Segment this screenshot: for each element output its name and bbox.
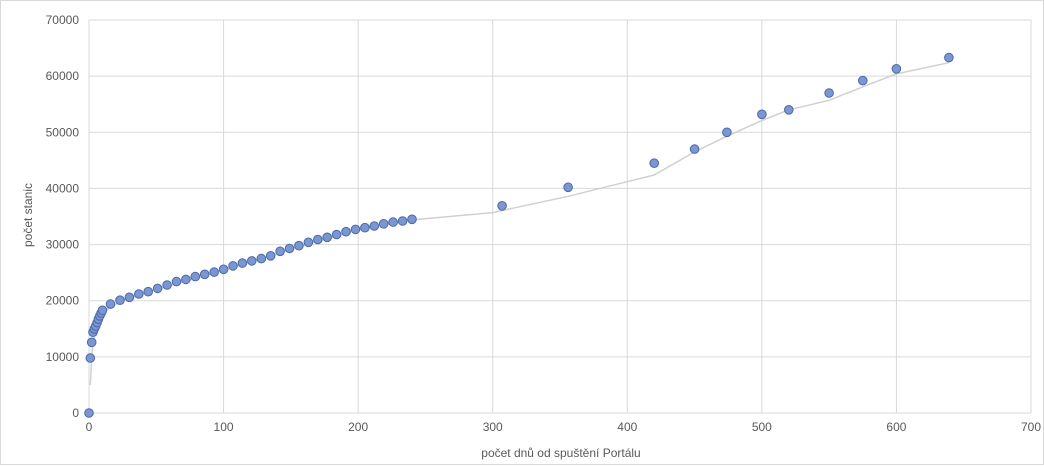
data-point	[228, 261, 238, 271]
data-point	[397, 216, 408, 226]
data-point	[85, 353, 96, 363]
data-point	[256, 253, 267, 264]
data-point	[388, 217, 398, 227]
y-tick-label: 0	[72, 406, 79, 420]
data-point	[143, 286, 153, 297]
data-point	[757, 109, 767, 120]
data-point	[322, 232, 333, 243]
data-points	[84, 52, 954, 418]
data-point	[247, 256, 257, 266]
x-tick-label: 500	[752, 420, 772, 434]
x-tick-label: 600	[886, 420, 906, 434]
data-point	[303, 237, 314, 248]
data-point	[105, 299, 116, 309]
x-axis-title: počet dnů od spuštění Portálu	[481, 446, 640, 460]
data-point	[162, 280, 172, 290]
grid-lines	[88, 19, 1032, 414]
x-tick-label: 100	[214, 420, 234, 434]
data-point	[199, 269, 210, 280]
data-point	[689, 144, 700, 154]
data-point	[275, 246, 285, 257]
data-point	[722, 127, 732, 138]
data-point	[369, 221, 380, 231]
data-point	[218, 264, 229, 275]
y-tick-label: 20000	[46, 294, 80, 308]
data-point	[237, 258, 248, 268]
data-point	[171, 276, 182, 287]
data-point	[265, 251, 276, 261]
data-point	[350, 224, 361, 235]
data-point	[115, 295, 125, 306]
trendline	[89, 61, 950, 385]
tick-labels: 0 10000 20000 30000 40000 50000 60000 70000 0 100…	[46, 13, 1042, 434]
data-point	[341, 226, 351, 237]
data-point	[124, 292, 135, 303]
x-tick-label: 700	[1021, 420, 1041, 434]
x-tick-label: 300	[483, 420, 503, 434]
data-point	[190, 271, 201, 282]
data-point	[97, 305, 108, 316]
y-tick-label: 40000	[46, 181, 80, 195]
data-point	[944, 52, 954, 63]
y-tick-label: 70000	[46, 13, 80, 27]
y-tick-label: 10000	[46, 350, 80, 364]
y-axis-title: počet stanic	[21, 183, 35, 247]
data-point	[294, 240, 304, 251]
data-point	[84, 408, 94, 418]
data-point	[181, 274, 191, 285]
data-point	[86, 337, 97, 348]
y-tick-label: 50000	[46, 125, 80, 139]
data-point	[360, 222, 370, 233]
data-point	[784, 105, 794, 115]
data-point	[649, 158, 660, 168]
data-point	[331, 229, 342, 240]
trendline-layer	[89, 61, 950, 385]
x-tick-label: 0	[86, 420, 93, 434]
data-point	[134, 289, 144, 299]
data-point	[824, 88, 834, 98]
data-point	[313, 234, 323, 245]
data-point	[152, 283, 163, 294]
data-point	[858, 75, 868, 86]
data-point	[209, 267, 219, 277]
data-point	[284, 243, 295, 254]
x-tick-label: 200	[348, 420, 368, 434]
data-point	[407, 214, 417, 225]
data-point	[378, 219, 389, 229]
y-tick-label: 60000	[46, 69, 80, 83]
data-point	[563, 182, 573, 193]
x-tick-label: 400	[617, 420, 637, 434]
y-tick-label: 30000	[46, 238, 80, 252]
data-point	[891, 64, 902, 74]
data-point	[497, 201, 507, 211]
